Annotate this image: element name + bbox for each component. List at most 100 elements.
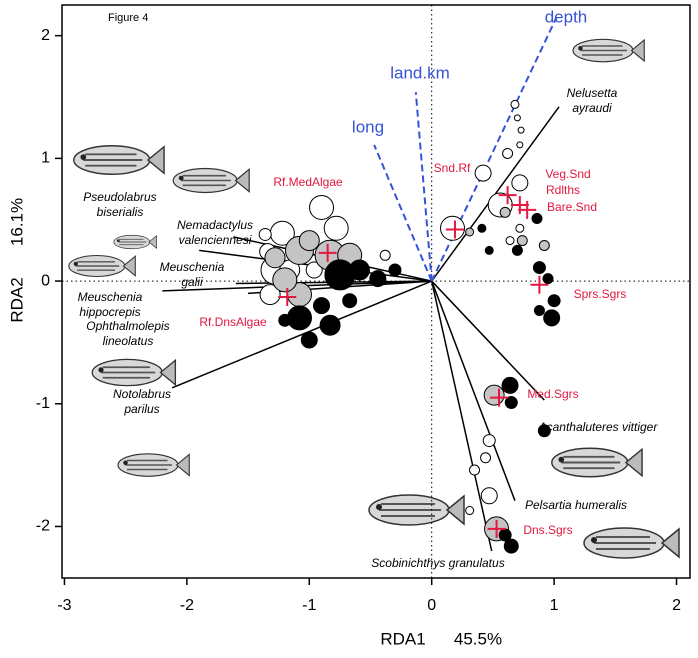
x-axis-label: RDA1 xyxy=(380,629,425,648)
env-label: land.km xyxy=(390,63,450,82)
env-label: depth xyxy=(545,7,588,26)
site-point xyxy=(342,293,358,309)
site-point xyxy=(278,313,292,327)
site-point xyxy=(323,215,349,241)
species-label: valenciennesi xyxy=(179,233,252,247)
x-tick-label: -2 xyxy=(180,597,194,614)
env-label: long xyxy=(352,117,384,136)
site-point xyxy=(480,452,492,464)
site-point xyxy=(272,267,298,293)
centroid-label: Bare.Snd xyxy=(547,200,597,214)
species-label: Nelusetta xyxy=(567,86,618,100)
site-point xyxy=(498,528,512,542)
fish-illustration xyxy=(68,254,136,278)
fish-illustration xyxy=(172,167,250,194)
env-vector xyxy=(414,92,433,282)
centroid-marker xyxy=(510,195,529,214)
site-point xyxy=(259,284,281,306)
species-label: ayraudi xyxy=(572,101,612,115)
species-vector xyxy=(171,280,432,389)
species-label: biserialis xyxy=(97,205,144,219)
site-point xyxy=(504,396,518,410)
species-label: Meuschenia xyxy=(78,290,143,304)
x-tick-label: 2 xyxy=(672,597,681,614)
site-point xyxy=(537,424,551,438)
site-point xyxy=(531,212,543,224)
x-tick-label: 0 xyxy=(427,597,436,614)
fish-illustration xyxy=(571,38,645,63)
fish-illustration xyxy=(550,447,643,478)
centroid-label: Snd.Rf xyxy=(434,161,471,175)
site-point xyxy=(477,223,487,233)
x-axis-variance: 45.5% xyxy=(454,629,502,648)
site-point xyxy=(300,331,318,349)
fish-illustration xyxy=(367,493,465,527)
site-point xyxy=(538,239,550,251)
species-vector xyxy=(430,280,516,501)
site-point xyxy=(483,384,505,406)
site-point xyxy=(533,305,545,317)
x-tick-label: -3 xyxy=(57,597,71,614)
site-point xyxy=(440,215,466,241)
site-point xyxy=(517,126,525,134)
centroid-marker xyxy=(490,388,509,407)
species-label: Pelsartia humeralis xyxy=(525,498,627,512)
site-point xyxy=(348,259,370,281)
species-label: hippocrepis xyxy=(79,305,140,319)
species-label: parilus xyxy=(123,402,159,416)
site-point xyxy=(516,235,528,247)
site-point xyxy=(511,244,523,256)
y-tick-label: -2 xyxy=(36,518,50,535)
species-label: Pseudolabrus xyxy=(83,190,156,204)
site-point xyxy=(465,227,475,237)
site-point xyxy=(319,314,341,336)
site-point xyxy=(515,223,525,233)
species-label: Acanthaluteres vittiger xyxy=(538,420,659,434)
centroid-marker xyxy=(445,220,464,239)
x-tick-label: -1 xyxy=(302,597,316,614)
x-tick-label: 1 xyxy=(550,597,559,614)
centroid-marker xyxy=(518,200,537,219)
y-tick-label: 1 xyxy=(41,150,50,167)
species-label: Ophthalmolepis xyxy=(86,319,169,333)
centroid-marker xyxy=(487,519,506,538)
site-point xyxy=(258,227,272,241)
site-point xyxy=(503,538,519,554)
y-axis-variance: 16.1% xyxy=(7,198,26,246)
centroid-label: Med.Sgrs xyxy=(527,387,578,401)
y-axis-label: RDA2 xyxy=(7,277,26,322)
site-point xyxy=(542,273,554,285)
site-point xyxy=(484,245,494,255)
centroid-label: Rf.MedAlgae xyxy=(273,175,343,189)
species-label: galii xyxy=(181,275,203,289)
y-tick-label: -1 xyxy=(36,395,50,412)
env-vector xyxy=(373,144,433,282)
species-label: lineolatus xyxy=(103,334,154,348)
y-tick-label: 0 xyxy=(41,272,50,289)
centroid-marker xyxy=(498,186,517,205)
site-point xyxy=(532,261,546,275)
centroid-label: Sprs.Sgrs xyxy=(574,287,627,301)
site-point xyxy=(474,164,492,182)
centroid-label: Rf.DnsAlgae xyxy=(199,315,267,329)
site-point xyxy=(264,247,286,269)
centroid-marker xyxy=(318,243,337,262)
species-vector xyxy=(431,280,545,401)
species-label: Nemadactylus xyxy=(177,218,253,232)
site-point xyxy=(501,376,519,394)
centroid-marker xyxy=(530,275,549,294)
species-label: Notolabrus xyxy=(113,387,171,401)
fish-illustration xyxy=(116,452,190,478)
fish-illustration xyxy=(91,358,177,387)
species-label: Scobinichthys granulatus xyxy=(371,556,504,570)
site-point xyxy=(502,147,514,159)
site-point xyxy=(379,249,391,261)
fish-illustration xyxy=(582,526,680,560)
site-point xyxy=(286,305,312,331)
site-point xyxy=(510,99,520,109)
site-point xyxy=(388,263,402,277)
centroid-label: Veg.Snd xyxy=(545,167,590,181)
site-point xyxy=(516,141,524,149)
env-vector xyxy=(430,16,558,282)
